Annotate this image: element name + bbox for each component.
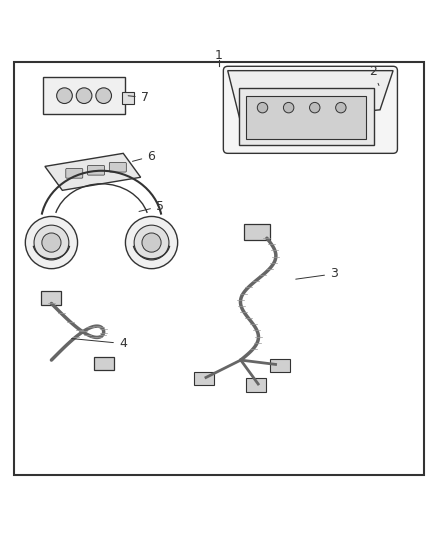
Circle shape (336, 102, 346, 113)
FancyBboxPatch shape (194, 372, 214, 385)
Circle shape (25, 216, 78, 269)
Circle shape (142, 233, 161, 252)
Text: 1: 1 (215, 49, 223, 62)
Text: 4: 4 (71, 337, 127, 350)
FancyBboxPatch shape (43, 77, 125, 114)
FancyBboxPatch shape (66, 168, 83, 178)
Circle shape (134, 225, 169, 260)
FancyBboxPatch shape (247, 96, 366, 139)
FancyBboxPatch shape (14, 62, 424, 475)
Circle shape (96, 88, 112, 103)
FancyBboxPatch shape (94, 357, 114, 370)
FancyBboxPatch shape (244, 224, 270, 239)
Circle shape (283, 102, 294, 113)
FancyBboxPatch shape (223, 66, 397, 154)
FancyBboxPatch shape (246, 378, 266, 392)
Circle shape (125, 216, 178, 269)
Text: 3: 3 (296, 268, 338, 280)
Circle shape (257, 102, 268, 113)
FancyBboxPatch shape (239, 88, 374, 144)
Circle shape (42, 233, 61, 252)
FancyBboxPatch shape (110, 163, 126, 172)
FancyBboxPatch shape (42, 292, 61, 305)
Polygon shape (228, 71, 393, 123)
FancyBboxPatch shape (121, 92, 134, 104)
Circle shape (57, 88, 72, 103)
Circle shape (34, 225, 69, 260)
Text: 6: 6 (132, 150, 155, 163)
Circle shape (76, 88, 92, 103)
FancyBboxPatch shape (88, 166, 105, 175)
FancyBboxPatch shape (270, 359, 290, 372)
Text: 7: 7 (128, 91, 148, 104)
Text: 5: 5 (139, 200, 164, 213)
Polygon shape (45, 154, 141, 190)
Text: 2: 2 (369, 65, 379, 85)
Circle shape (310, 102, 320, 113)
